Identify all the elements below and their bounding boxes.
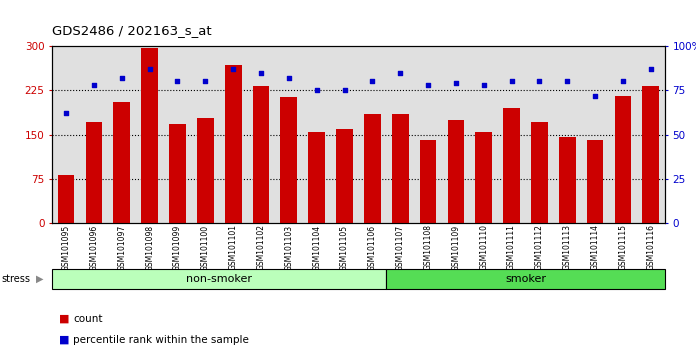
- Point: [506, 79, 517, 84]
- Bar: [141, 48, 158, 223]
- Point: [283, 75, 294, 81]
- Bar: [52, 269, 386, 289]
- Bar: [197, 118, 214, 223]
- Bar: [420, 141, 436, 223]
- Point: [562, 79, 573, 84]
- Point: [228, 66, 239, 72]
- Text: smoker: smoker: [505, 274, 546, 284]
- Bar: [615, 96, 631, 223]
- Point: [534, 79, 545, 84]
- Text: stress: stress: [1, 274, 31, 284]
- Bar: [503, 108, 520, 223]
- Text: ■: ■: [59, 335, 70, 345]
- Point: [61, 110, 72, 116]
- Point: [395, 70, 406, 75]
- Point: [617, 79, 628, 84]
- Point: [116, 75, 127, 81]
- Text: ■: ■: [59, 314, 70, 324]
- Point: [645, 66, 656, 72]
- Text: GDS2486 / 202163_s_at: GDS2486 / 202163_s_at: [52, 24, 212, 37]
- Bar: [113, 102, 130, 223]
- Point: [200, 79, 211, 84]
- Text: count: count: [73, 314, 102, 324]
- Point: [88, 82, 100, 88]
- Point: [590, 93, 601, 98]
- Point: [144, 66, 155, 72]
- Bar: [642, 86, 659, 223]
- Point: [172, 79, 183, 84]
- Bar: [386, 269, 665, 289]
- Bar: [392, 114, 409, 223]
- Point: [422, 82, 434, 88]
- Bar: [336, 129, 353, 223]
- Point: [255, 70, 267, 75]
- Bar: [587, 141, 603, 223]
- Point: [339, 87, 350, 93]
- Text: ▶: ▶: [36, 274, 44, 284]
- Bar: [364, 114, 381, 223]
- Point: [367, 79, 378, 84]
- Bar: [225, 65, 242, 223]
- Bar: [559, 137, 576, 223]
- Bar: [58, 175, 74, 223]
- Bar: [280, 97, 297, 223]
- Bar: [448, 120, 464, 223]
- Text: percentile rank within the sample: percentile rank within the sample: [73, 335, 249, 345]
- Point: [478, 82, 489, 88]
- Bar: [531, 121, 548, 223]
- Bar: [86, 121, 102, 223]
- Text: non-smoker: non-smoker: [187, 274, 252, 284]
- Bar: [308, 132, 325, 223]
- Bar: [169, 124, 186, 223]
- Point: [311, 87, 322, 93]
- Bar: [253, 86, 269, 223]
- Point: [450, 80, 461, 86]
- Bar: [475, 132, 492, 223]
